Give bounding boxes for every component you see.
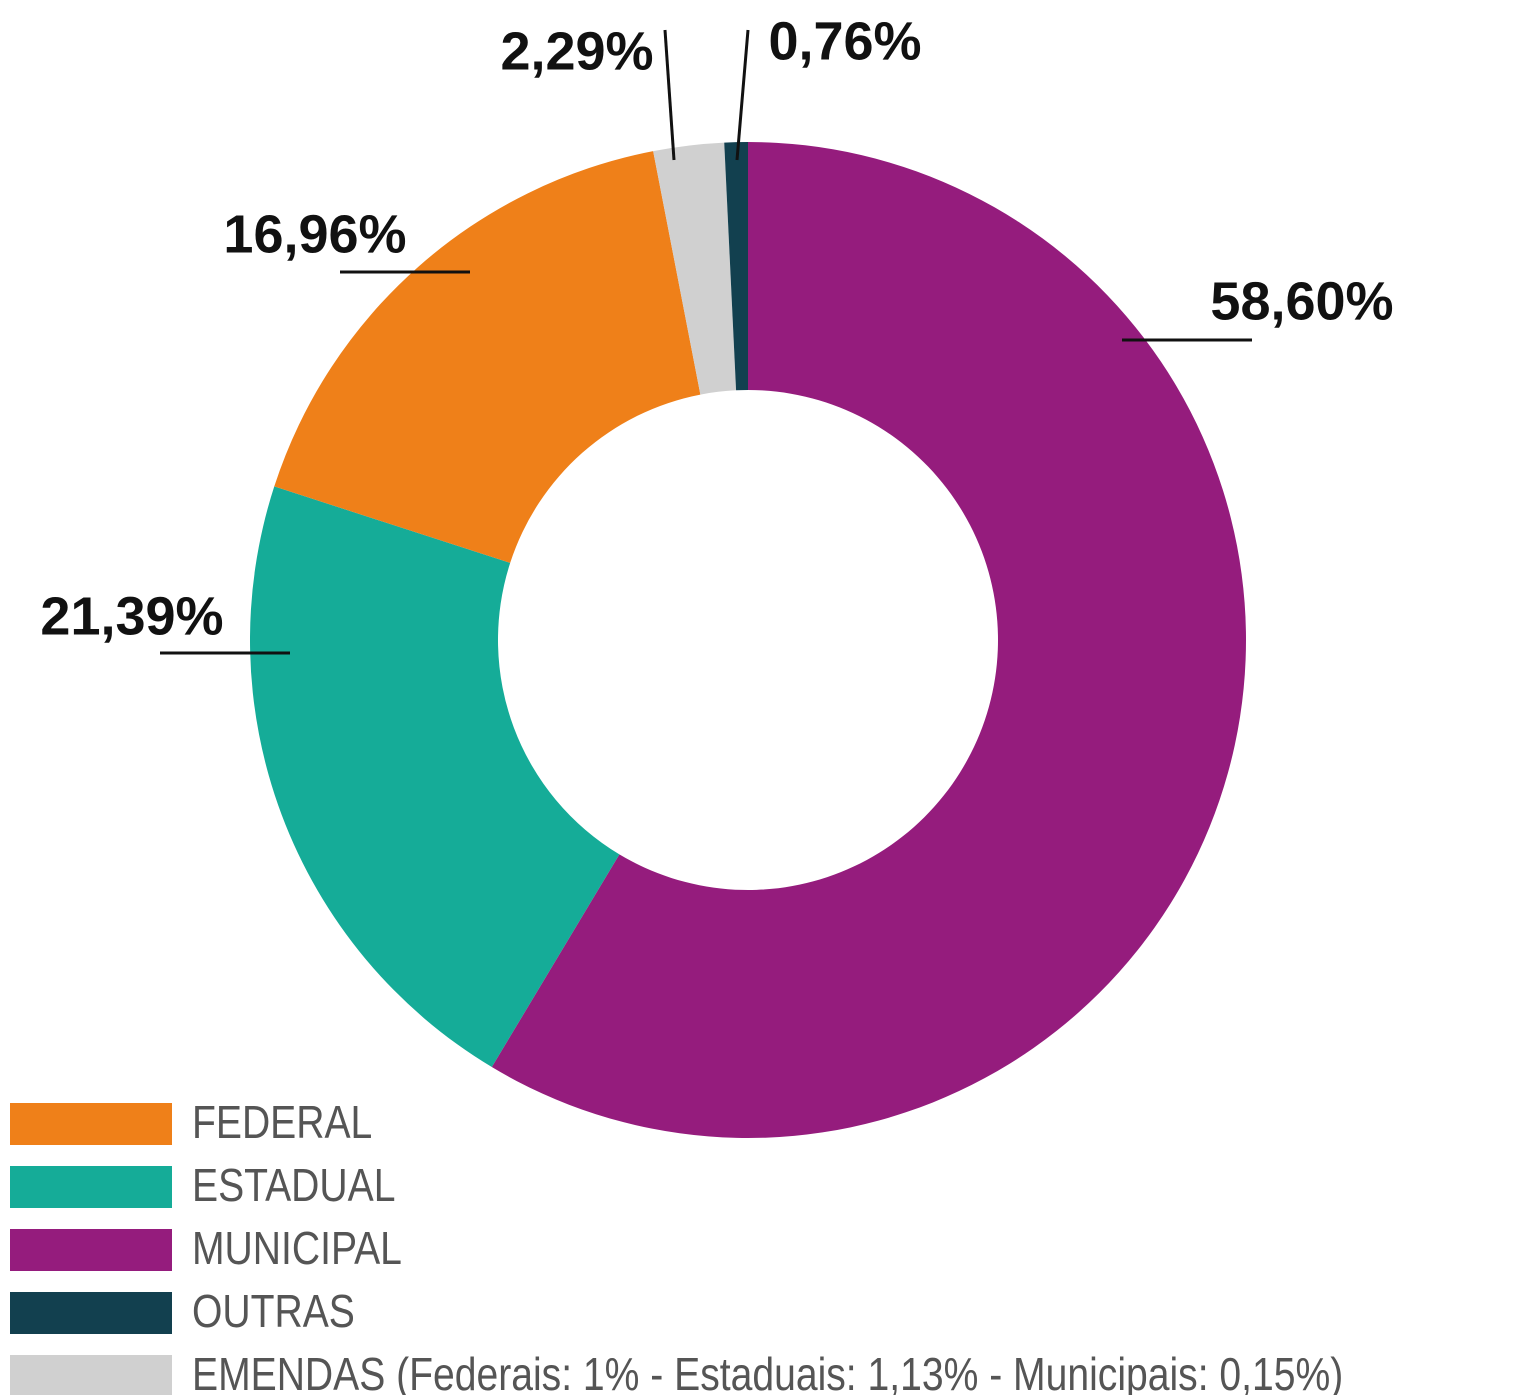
legend-swatch — [10, 1355, 172, 1395]
legend-label: MUNICIPAL — [192, 1223, 402, 1275]
donut-slice — [724, 142, 748, 391]
value-label: 16,96% — [223, 204, 406, 264]
legend-swatch — [10, 1292, 172, 1334]
leader-line — [663, 29, 676, 161]
legend-swatch — [10, 1103, 172, 1145]
value-label: 58,60% — [1210, 271, 1393, 331]
legend-label: EMENDAS (Federais: 1% - Estaduais: 1,13%… — [192, 1349, 1343, 1395]
value-label: 21,39% — [40, 586, 223, 646]
legend-swatch — [10, 1166, 172, 1208]
legend-swatch — [10, 1229, 172, 1271]
donut-slice — [249, 486, 620, 1068]
value-label: 0,76% — [768, 11, 921, 71]
leader-line — [735, 29, 750, 161]
donut-slice — [274, 151, 701, 563]
donut-slice — [653, 142, 737, 395]
legend-label: OUTRAS — [192, 1286, 355, 1338]
value-label: 2,29% — [500, 21, 653, 81]
legend-label: ESTADUAL — [192, 1160, 395, 1212]
donut-slice — [491, 142, 1247, 1138]
legend: FEDERAL ESTADUAL MUNICIPAL OUTRAS EMENDAS (F… — [10, 1097, 1343, 1395]
legend-label: FEDERAL — [192, 1097, 372, 1149]
